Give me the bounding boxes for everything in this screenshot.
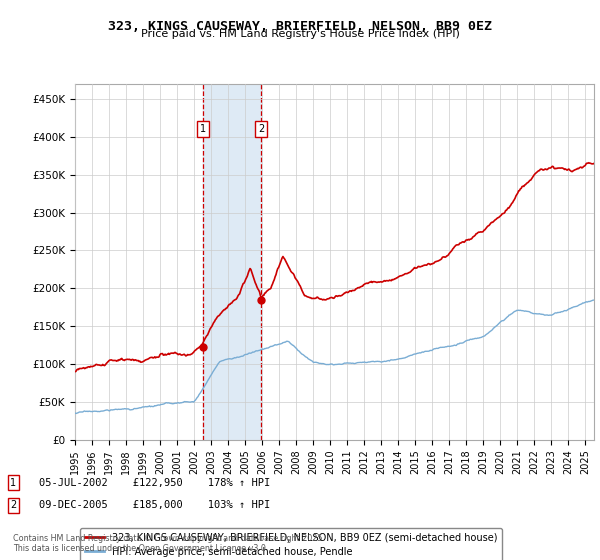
Text: 323, KINGS CAUSEWAY, BRIERFIELD, NELSON, BB9 0EZ: 323, KINGS CAUSEWAY, BRIERFIELD, NELSON,… [108,20,492,32]
Text: 1: 1 [200,124,206,134]
Text: 2: 2 [258,124,264,134]
Legend: 323, KINGS CAUSEWAY, BRIERFIELD, NELSON, BB9 0EZ (semi-detached house), HPI: Ave: 323, KINGS CAUSEWAY, BRIERFIELD, NELSON,… [80,528,502,560]
Text: 1: 1 [10,478,16,488]
Text: 09-DEC-2005    £185,000    103% ↑ HPI: 09-DEC-2005 £185,000 103% ↑ HPI [39,500,270,510]
Text: Contains HM Land Registry data © Crown copyright and database right 2025.
This d: Contains HM Land Registry data © Crown c… [13,534,325,553]
Text: 2: 2 [10,500,16,510]
Text: Price paid vs. HM Land Registry's House Price Index (HPI): Price paid vs. HM Land Registry's House … [140,29,460,39]
Bar [203,84,261,440]
Text: 05-JUL-2002    £122,950    178% ↑ HPI: 05-JUL-2002 £122,950 178% ↑ HPI [39,478,270,488]
